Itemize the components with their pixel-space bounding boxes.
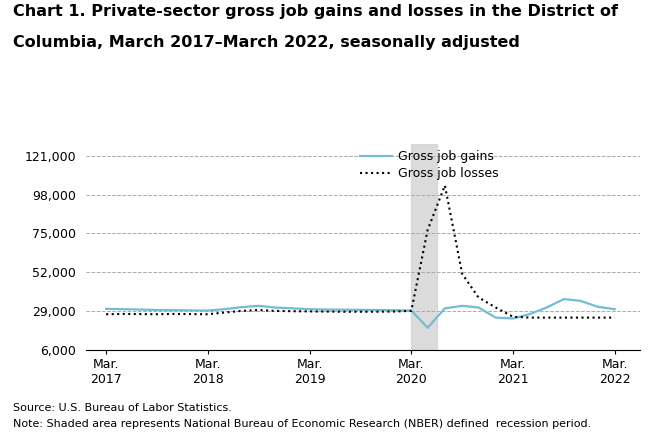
Text: Chart 1. Private-sector gross job gains and losses in the District of: Chart 1. Private-sector gross job gains … xyxy=(13,4,618,19)
Text: Note: Shaded area represents National Bureau of Economic Research (NBER) defined: Note: Shaded area represents National Bu… xyxy=(13,419,591,429)
Legend: Gross job gains, Gross job losses: Gross job gains, Gross job losses xyxy=(360,150,498,180)
Bar xyxy=(411,144,437,350)
Text: Source: U.S. Bureau of Labor Statistics.: Source: U.S. Bureau of Labor Statistics. xyxy=(13,403,232,413)
Text: Columbia, March 2017–March 2022, seasonally adjusted: Columbia, March 2017–March 2022, seasona… xyxy=(13,35,520,50)
